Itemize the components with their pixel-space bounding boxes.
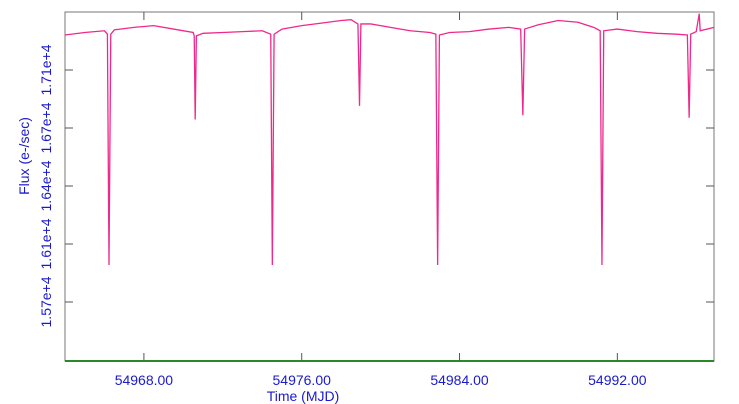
y-tick-label: 1.57e+4: [38, 276, 54, 327]
y-tick-label: 1.64e+4: [38, 160, 54, 211]
x-axis-label: Time (MJD): [267, 388, 340, 404]
plot-frame: [64, 11, 715, 362]
x-tick-label: 54992.00: [588, 372, 647, 388]
y-tick-label: 1.71e+4: [38, 44, 54, 95]
flux-line: [64, 13, 715, 265]
x-tick-label: 54968.00: [115, 372, 174, 388]
y-tick-label: 1.61e+4: [38, 218, 54, 269]
x-tick-label: 54984.00: [430, 372, 489, 388]
x-tick-label: 54976.00: [273, 372, 332, 388]
y-axis-label: Flux (e-/sec): [16, 117, 32, 195]
y-tick-label: 1.67e+4: [38, 102, 54, 153]
